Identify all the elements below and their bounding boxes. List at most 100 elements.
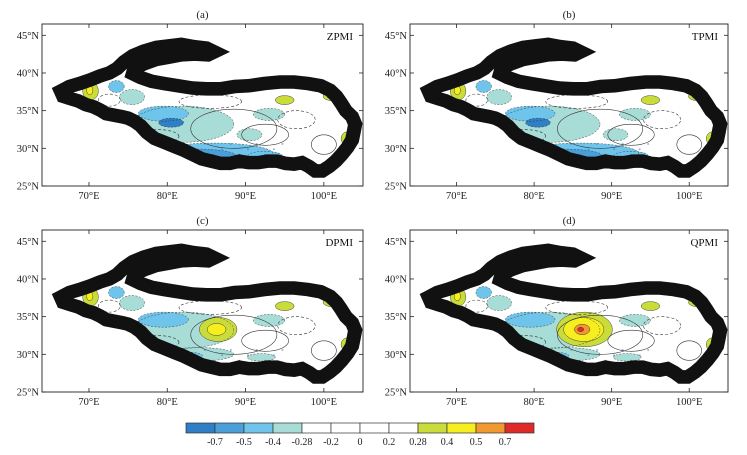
contour bbox=[466, 300, 488, 312]
contour bbox=[619, 108, 650, 120]
shaded-region bbox=[158, 118, 184, 128]
shaded-region bbox=[138, 106, 189, 122]
contour bbox=[109, 81, 125, 93]
lat-tick-label: 30°N bbox=[17, 350, 40, 361]
colorbar-tick-label: 0.4 bbox=[441, 437, 454, 448]
shaded-region bbox=[505, 106, 556, 122]
contour bbox=[476, 81, 492, 93]
contour bbox=[120, 296, 145, 311]
panel-letter: (b) bbox=[563, 9, 576, 21]
contour bbox=[608, 124, 655, 145]
contour bbox=[109, 287, 125, 299]
colorbar-swatch bbox=[272, 422, 303, 434]
lat-tick-label: 45°N bbox=[17, 31, 40, 42]
panel-index-label: ZPMI bbox=[327, 31, 354, 43]
lat-tick-label: 40°N bbox=[17, 68, 40, 79]
lat-tick-label: 30°N bbox=[385, 350, 408, 361]
contour bbox=[138, 312, 188, 327]
colorbar-swatch bbox=[475, 422, 506, 434]
colorbar-swatch bbox=[214, 422, 245, 434]
contour bbox=[557, 109, 642, 148]
colorbar-labels: -0.7 -0.5 -0.4 -0.28 -0.2 0 0.2 0.28 0.4 0.5 0.7 bbox=[207, 437, 511, 448]
shaded-region bbox=[619, 314, 651, 327]
shaded-region bbox=[577, 327, 584, 332]
contour bbox=[608, 330, 655, 351]
lon-tick-label: 100°E bbox=[676, 397, 702, 408]
colorbar-tick-label: -0.2 bbox=[323, 437, 339, 448]
panels-root: 45°N 40°N 35°N 30°N 25°N 70°E 80°E 90°E 100°E (a)… bbox=[17, 9, 729, 408]
contour bbox=[132, 106, 234, 142]
colorbar-swatch bbox=[359, 422, 390, 434]
lon-tick-label: 80°E bbox=[524, 191, 545, 202]
colorbar-tick-label: 0.28 bbox=[409, 437, 427, 448]
shaded-region bbox=[475, 286, 492, 299]
panel-letter: (d) bbox=[563, 215, 576, 227]
map-panel: 45°N 40°N 35°N 30°N 25°N 70°E 80°E 90°E 100°E (c)… bbox=[17, 215, 364, 408]
lat-tick-label: 25°N bbox=[17, 182, 40, 193]
colorbar-swatch bbox=[243, 422, 274, 434]
lat-tick-label: 35°N bbox=[385, 312, 408, 323]
panel-letter: (c) bbox=[196, 215, 209, 227]
contour bbox=[505, 312, 555, 327]
plateau-map bbox=[429, 250, 721, 377]
contour bbox=[207, 323, 226, 335]
shaded-region bbox=[475, 80, 492, 93]
panel-index-label: TPMI bbox=[692, 31, 719, 43]
shaded-region bbox=[253, 314, 285, 327]
contour bbox=[311, 341, 336, 361]
contour bbox=[603, 129, 628, 141]
shaded-region bbox=[486, 89, 512, 105]
lon-tick-label: 70°E bbox=[78, 397, 99, 408]
lat-tick-label: 35°N bbox=[17, 106, 40, 117]
lon-tick-label: 100°E bbox=[311, 397, 337, 408]
lat-tick-label: 40°N bbox=[385, 68, 408, 79]
shaded-region bbox=[454, 291, 461, 301]
shaded-region bbox=[119, 89, 145, 105]
contour bbox=[275, 302, 294, 311]
colorbar-swatch bbox=[330, 422, 361, 434]
shaded-region bbox=[641, 301, 660, 311]
lat-tick-label: 45°N bbox=[385, 237, 408, 248]
lon-tick-label: 70°E bbox=[78, 191, 99, 202]
contour bbox=[237, 129, 262, 141]
contour bbox=[557, 312, 613, 347]
colorbar-swatch bbox=[185, 422, 216, 434]
colorbar-tick-label: -0.5 bbox=[236, 437, 252, 448]
contour bbox=[278, 111, 316, 129]
shaded-region bbox=[613, 353, 642, 362]
lon-tick-label: 70°E bbox=[446, 191, 467, 202]
contour bbox=[278, 317, 316, 335]
lat-tick-label: 25°N bbox=[385, 182, 408, 193]
contour bbox=[120, 90, 145, 105]
shaded-region bbox=[275, 95, 295, 105]
contour bbox=[677, 135, 702, 155]
colorbar-tick-label: -0.28 bbox=[292, 437, 313, 448]
lat-tick-label: 35°N bbox=[17, 312, 40, 323]
panel-letter: (a) bbox=[196, 9, 209, 21]
contour bbox=[311, 135, 336, 155]
plateau-map bbox=[61, 250, 355, 377]
contour bbox=[526, 118, 551, 127]
contour bbox=[574, 324, 590, 335]
contour bbox=[253, 314, 284, 326]
lat-tick-label: 25°N bbox=[385, 388, 408, 399]
shaded-region bbox=[505, 312, 556, 328]
shading-layer bbox=[428, 250, 721, 377]
shaded-region bbox=[108, 80, 125, 93]
shaded-region bbox=[119, 295, 145, 311]
contour bbox=[242, 330, 289, 351]
lon-tick-label: 100°E bbox=[676, 191, 702, 202]
lon-tick-label: 100°E bbox=[311, 191, 337, 202]
lon-tick-label: 80°E bbox=[157, 191, 178, 202]
contour bbox=[505, 106, 555, 121]
shaded-region bbox=[641, 95, 660, 105]
contour bbox=[522, 143, 638, 164]
colorbar-tick-label: -0.7 bbox=[207, 437, 223, 448]
contour bbox=[191, 109, 277, 148]
lat-tick-label: 40°N bbox=[385, 274, 408, 285]
shaded-region bbox=[86, 291, 93, 301]
contour bbox=[275, 96, 294, 105]
shaded-region bbox=[619, 108, 651, 121]
contour bbox=[179, 95, 242, 109]
